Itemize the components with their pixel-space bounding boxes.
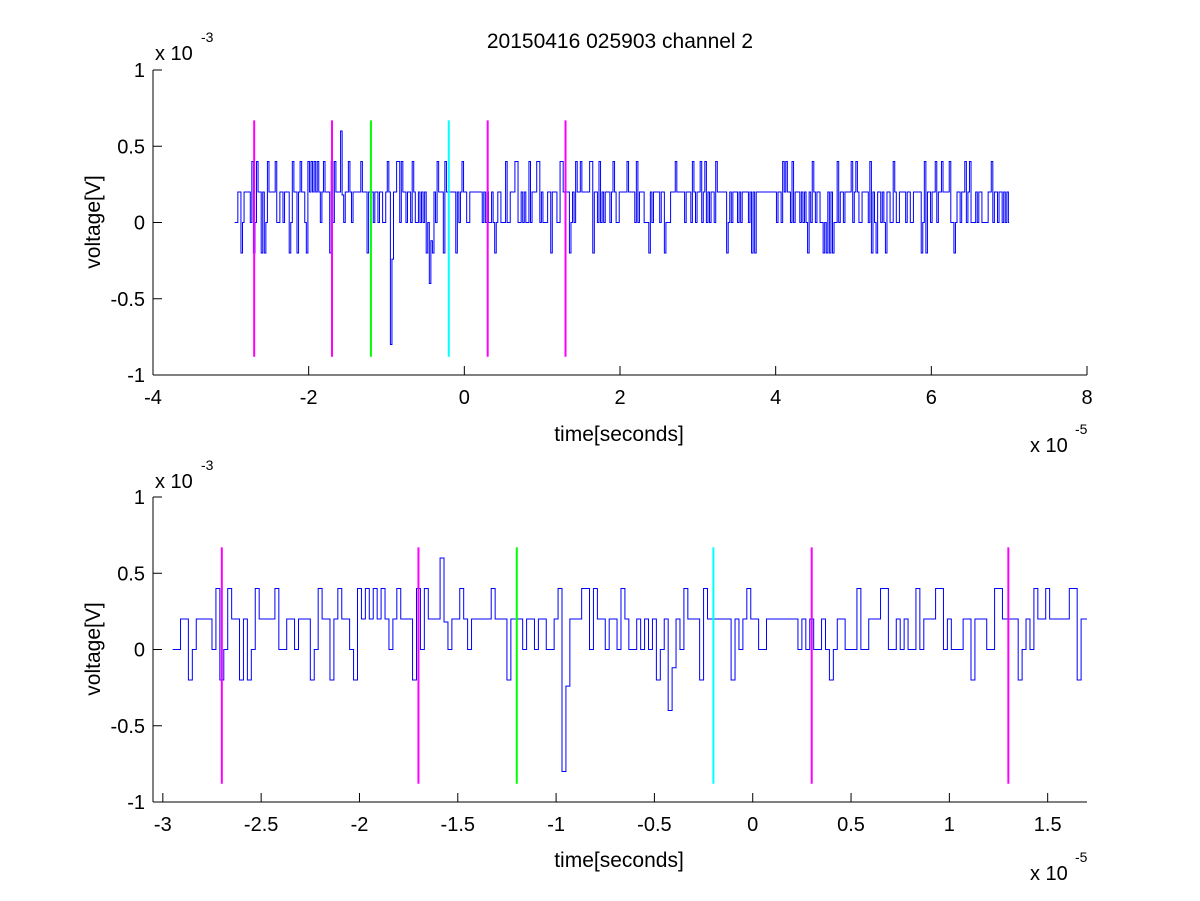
top-x-exponent-power: -5 (1075, 421, 1088, 437)
x-tick-label: 4 (770, 387, 781, 409)
x-tick-label: 1 (944, 814, 955, 836)
y-tick-label: -0.5 (111, 716, 145, 738)
y-tick-label: 1 (134, 60, 145, 82)
y-tick-label: 0.5 (117, 136, 145, 158)
x-tick-label: 1.5 (1034, 814, 1062, 836)
y-tick-label: 0 (134, 640, 145, 662)
bottom-y-exponent-power: -3 (201, 457, 214, 473)
y-tick-label: 0 (134, 213, 145, 235)
x-tick-label: -2 (300, 387, 318, 409)
bottom-x-exponent-base: x 10 (1030, 863, 1068, 885)
y-tick-label: -1 (127, 792, 145, 814)
top-x-axis-label: time[seconds] (554, 423, 684, 446)
signal-series (172, 557, 1087, 772)
bottom-y-exponent: x 10 -3 (155, 457, 214, 493)
x-tick-label: 0 (747, 814, 758, 836)
x-tick-label: -3 (154, 814, 172, 836)
x-tick-label: -0.5 (637, 814, 671, 836)
x-tick-label: 6 (926, 387, 937, 409)
x-tick-label: 0.5 (837, 814, 865, 836)
x-tick-label: -4 (144, 387, 162, 409)
y-tick-label: 1 (134, 487, 145, 509)
x-tick-label: 0 (459, 387, 470, 409)
top-y-exponent: x 10 -3 (155, 29, 214, 65)
top-y-axis-label: voltage[V] (82, 175, 105, 268)
bottom-x-exponent: x 10 -5 (1030, 849, 1088, 885)
x-tick-label: 8 (1081, 387, 1092, 409)
x-tick-label: 2 (614, 387, 625, 409)
y-tick-label: 0.5 (117, 563, 145, 585)
bottom-y-exponent-base: x 10 (155, 471, 193, 493)
top-y-exponent-base: x 10 (155, 43, 193, 65)
top-subplot: x 10 -3 voltage[V] time[seconds] x 10 -5… (82, 29, 1093, 457)
top-x-exponent-base: x 10 (1030, 435, 1068, 457)
x-tick-label: -1 (547, 814, 565, 836)
top-x-exponent: x 10 -5 (1030, 421, 1088, 457)
signal-series (234, 130, 1010, 345)
bottom-x-exponent-power: -5 (1075, 849, 1088, 865)
y-tick-label: -0.5 (111, 289, 145, 311)
figure-title: 20150416 025903 channel 2 (487, 30, 753, 53)
x-tick-label: -2.5 (244, 814, 278, 836)
bottom-subplot: x 10 -3 voltage[V] time[seconds] x 10 -5… (82, 457, 1088, 885)
bottom-x-axis-label: time[seconds] (554, 849, 684, 872)
top-y-exponent-power: -3 (201, 29, 214, 45)
x-tick-label: -1.5 (441, 814, 475, 836)
y-tick-label: -1 (127, 365, 145, 387)
x-tick-label: -2 (351, 814, 369, 836)
bottom-y-axis-label: voltage[V] (82, 602, 105, 695)
